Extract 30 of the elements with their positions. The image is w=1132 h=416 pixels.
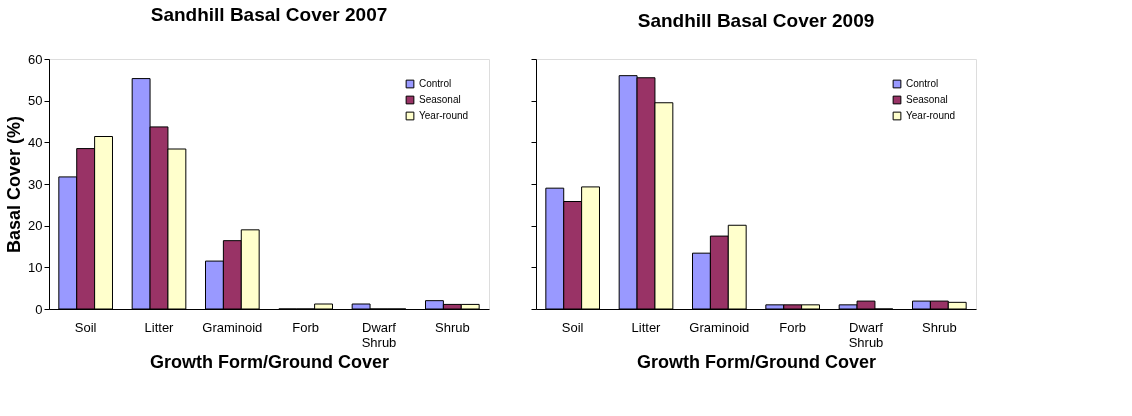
x-tick-label: Dwarf Shrub bbox=[848, 319, 884, 350]
y-tick-label: 20 bbox=[28, 218, 43, 234]
y-tick-label: 60 bbox=[28, 51, 43, 67]
x-tick-label: Litter bbox=[631, 319, 662, 335]
x-tick-label: Graminoid bbox=[202, 319, 263, 335]
x-tick-label: Shrub bbox=[921, 319, 957, 335]
chart-title: Sandhill Basal Cover 2007 bbox=[150, 4, 388, 25]
x-tick-label: Litter bbox=[144, 319, 175, 335]
x-tick-label: Soil bbox=[74, 319, 97, 335]
legend-label: Control bbox=[419, 78, 452, 89]
chart-title: Sandhill Basal Cover 2009 bbox=[637, 9, 875, 31]
legend-label: Seasonal bbox=[419, 94, 461, 105]
y-tick-label: 50 bbox=[28, 93, 43, 109]
x-axis-title: Growth Form/Ground Cover bbox=[636, 351, 877, 372]
x-tick-label: Soil bbox=[561, 319, 584, 335]
x-tick-label: Shrub bbox=[434, 319, 470, 335]
legend-label: Control bbox=[906, 78, 939, 89]
y-tick-label: 10 bbox=[28, 259, 43, 275]
x-tick-label: Forb bbox=[779, 319, 807, 335]
legend-label: Seasonal bbox=[906, 94, 948, 105]
x-tick-label: Forb bbox=[292, 319, 320, 335]
y-tick-label: 30 bbox=[28, 176, 43, 192]
y-tick-label: 0 bbox=[35, 301, 43, 317]
x-tick-label: Dwarf Shrub bbox=[361, 319, 397, 350]
legend-label: Year-round bbox=[419, 110, 469, 121]
x-tick-label: Graminoid bbox=[689, 319, 750, 335]
y-axis-title: Basal Cover (%) bbox=[4, 115, 25, 254]
legend-label: Year-round bbox=[906, 110, 956, 121]
x-axis-title: Growth Form/Ground Cover bbox=[149, 351, 390, 372]
y-tick-label: 40 bbox=[28, 134, 43, 150]
